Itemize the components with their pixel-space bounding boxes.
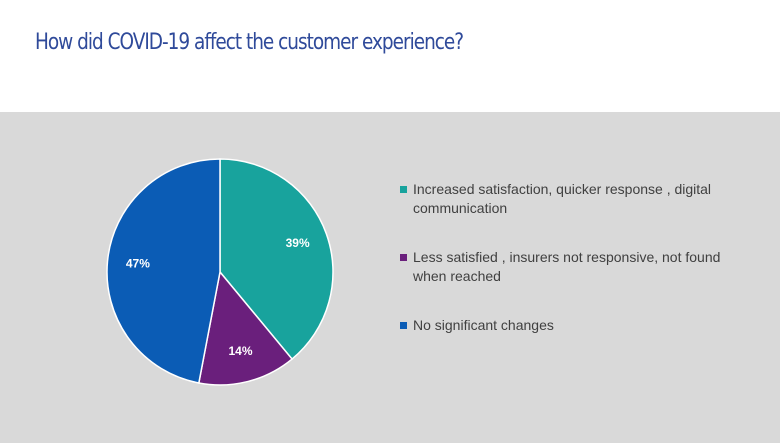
legend-swatch — [400, 186, 407, 193]
legend-swatch — [400, 254, 407, 261]
pie-slice-no-significant-changes — [106, 158, 221, 384]
legend: Increased satisfaction, quicker response… — [400, 180, 740, 335]
data-label: 47% — [126, 256, 150, 270]
legend-label: No significant changes — [413, 317, 554, 333]
pie-slice-less-satisfied — [197, 270, 294, 386]
pie-slice-increased-satisfaction — [219, 158, 334, 361]
data-label: 39% — [286, 236, 310, 250]
legend-label: Increased satisfaction, quicker response… — [413, 181, 712, 216]
legend-item-less-satisfied: Less satisfied , insurers not responsive… — [400, 248, 740, 286]
legend-item-no-significant-changes: No significant changes — [400, 316, 740, 335]
legend-swatch — [400, 322, 407, 329]
data-label: 14% — [228, 344, 252, 358]
chart-title: How did COVID-19 affect the customer exp… — [35, 30, 464, 55]
legend-label: Less satisfied , insurers not responsive… — [413, 249, 721, 284]
legend-item-increased-satisfaction: Increased satisfaction, quicker response… — [400, 180, 740, 218]
